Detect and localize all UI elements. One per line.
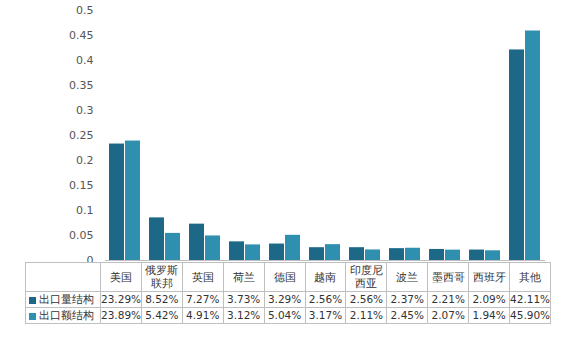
html-text:2.11%: 2.11% (349, 309, 384, 321)
html-text:2.37%: 2.37% (390, 293, 424, 305)
svg-text:0.05: 0.05 (69, 229, 94, 242)
html-text:墨西哥: 墨西哥 (431, 270, 465, 283)
html-text:越南: 越南 (314, 270, 337, 283)
html-text:西班牙: 西班牙 (472, 270, 506, 283)
html-text:3.12%: 3.12% (227, 309, 261, 321)
html-text:2.07%: 2.07% (431, 309, 465, 321)
html-text:3.73%: 3.73% (227, 293, 261, 305)
svg-text:0: 0 (87, 254, 94, 262)
html-text:3.29%: 3.29% (267, 293, 302, 305)
html-text:荷兰: 荷兰 (232, 270, 255, 283)
html-text:出口量结构: 出口量结构 (39, 293, 94, 305)
svg-text:0.25: 0.25 (69, 129, 94, 142)
html-text:出口额结构: 出口额结构 (39, 309, 94, 321)
html-text:7.27%: 7.27% (186, 293, 220, 305)
svg-text:0.35: 0.35 (69, 79, 94, 92)
svg-text:0.15: 0.15 (69, 179, 94, 192)
html-text:2.56%: 2.56% (349, 293, 384, 305)
html-text:23.29% 8.52%: 23.29% 8.52% (101, 293, 179, 305)
html-text:4.91%: 4.91% (186, 309, 220, 321)
html-text:德国: 德国 (273, 270, 296, 283)
svg-text:0.5: 0.5 (76, 4, 94, 17)
html-text:2.45%: 2.45% (390, 309, 424, 321)
html-text:2.21%: 2.21% (431, 293, 465, 305)
html-text:1.94% 45.90%: 1.94% 45.90% (472, 309, 551, 321)
svg-text:0.3: 0.3 (76, 104, 94, 117)
svg-text:0.1: 0.1 (76, 204, 94, 217)
html-text:23.89% 5.42%: 23.89% 5.42% (101, 309, 179, 321)
html-text:5.04%: 5.04% (267, 309, 302, 321)
html-text:波兰: 波兰 (396, 270, 419, 283)
html-text:其他: 其他 (519, 270, 541, 283)
html-text:2.56%: 2.56% (308, 293, 343, 305)
html-text:印度尼西亚: 印度尼西亚 (349, 264, 383, 289)
html-text:俄罗斯联邦: 俄罗斯联邦 (145, 264, 179, 289)
html-text:2.09% 42.11%: 2.09% 42.11% (472, 293, 551, 305)
html-text:美国: 美国 (110, 270, 132, 283)
svg-text:0.4: 0.4 (76, 54, 94, 67)
svg-text:0.2: 0.2 (76, 154, 94, 167)
svg-text:0.45: 0.45 (69, 29, 94, 42)
html-text:3.17%: 3.17% (308, 309, 343, 321)
html-text:英国: 英国 (191, 270, 214, 283)
